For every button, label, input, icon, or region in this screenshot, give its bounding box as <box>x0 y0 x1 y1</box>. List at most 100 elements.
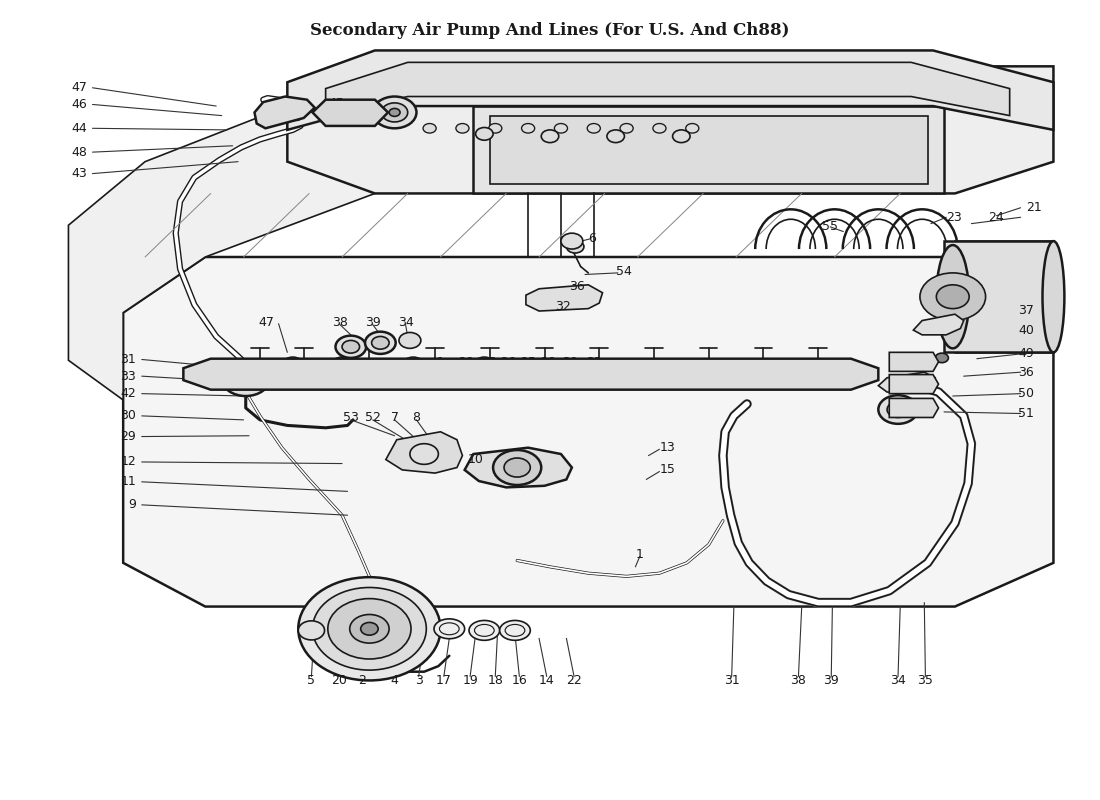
Text: 42: 42 <box>121 387 136 400</box>
Text: 16: 16 <box>512 674 527 687</box>
Circle shape <box>289 111 302 120</box>
Circle shape <box>488 123 502 133</box>
Circle shape <box>331 357 353 373</box>
Text: 6: 6 <box>588 232 596 246</box>
Ellipse shape <box>1043 241 1065 352</box>
Text: 33: 33 <box>586 356 602 369</box>
Circle shape <box>561 233 583 249</box>
Circle shape <box>504 458 530 477</box>
Text: Secondary Air Pump And Lines (For U.S. And Ch88): Secondary Air Pump And Lines (For U.S. A… <box>310 22 790 39</box>
Polygon shape <box>464 448 572 487</box>
Text: 7: 7 <box>390 411 398 424</box>
Text: 39: 39 <box>824 674 839 687</box>
Text: 19: 19 <box>462 674 478 687</box>
Polygon shape <box>68 106 375 400</box>
Text: 47: 47 <box>258 316 274 329</box>
Text: 2: 2 <box>358 674 365 687</box>
Polygon shape <box>386 432 462 473</box>
Circle shape <box>232 369 258 388</box>
Circle shape <box>521 123 535 133</box>
Circle shape <box>373 97 417 128</box>
Text: 3: 3 <box>415 674 422 687</box>
Text: 51: 51 <box>1019 407 1034 420</box>
Text: 52: 52 <box>365 411 381 424</box>
Circle shape <box>587 123 601 133</box>
Circle shape <box>554 123 568 133</box>
Circle shape <box>902 376 920 389</box>
Polygon shape <box>889 398 938 418</box>
Text: 31: 31 <box>724 674 739 687</box>
Text: 34: 34 <box>398 316 414 329</box>
Circle shape <box>276 100 294 113</box>
Text: 17: 17 <box>436 674 452 687</box>
Text: 32: 32 <box>556 300 571 313</box>
Circle shape <box>455 123 469 133</box>
Text: 5: 5 <box>307 674 316 687</box>
Text: 25: 25 <box>520 356 536 369</box>
Circle shape <box>365 332 396 354</box>
Polygon shape <box>184 358 878 390</box>
Circle shape <box>382 103 408 122</box>
Circle shape <box>350 614 389 643</box>
Text: 11: 11 <box>121 475 136 488</box>
Text: 27: 27 <box>480 356 496 369</box>
Circle shape <box>936 285 969 309</box>
Text: 21: 21 <box>1026 202 1042 214</box>
Polygon shape <box>878 372 935 392</box>
Circle shape <box>607 130 625 142</box>
Text: 55: 55 <box>822 220 838 234</box>
Circle shape <box>473 357 495 373</box>
Circle shape <box>399 333 421 348</box>
Text: 1: 1 <box>636 549 644 562</box>
Ellipse shape <box>469 621 499 640</box>
Circle shape <box>920 273 986 321</box>
Circle shape <box>566 240 584 253</box>
Circle shape <box>372 337 389 349</box>
Text: 34: 34 <box>890 674 906 687</box>
Ellipse shape <box>499 621 530 640</box>
Circle shape <box>672 130 690 142</box>
Circle shape <box>222 361 270 396</box>
Polygon shape <box>955 241 1054 352</box>
Polygon shape <box>526 285 603 311</box>
Text: 10: 10 <box>468 453 484 466</box>
Text: 44: 44 <box>72 122 87 134</box>
Polygon shape <box>287 50 1054 130</box>
Text: 50: 50 <box>1019 387 1034 400</box>
Text: 43: 43 <box>72 167 87 180</box>
Text: 24: 24 <box>988 210 1003 224</box>
Polygon shape <box>254 97 315 128</box>
Circle shape <box>410 444 439 464</box>
Text: 54: 54 <box>616 265 631 278</box>
Circle shape <box>298 621 324 640</box>
Circle shape <box>267 111 280 120</box>
Ellipse shape <box>936 245 969 348</box>
Circle shape <box>403 357 425 373</box>
Text: 33: 33 <box>121 370 136 382</box>
Polygon shape <box>913 314 964 335</box>
Circle shape <box>887 402 909 418</box>
Circle shape <box>389 109 400 116</box>
Polygon shape <box>490 115 927 184</box>
Text: 45: 45 <box>329 97 344 110</box>
Text: 18: 18 <box>487 674 503 687</box>
Circle shape <box>342 341 360 353</box>
Circle shape <box>685 123 698 133</box>
Text: 12: 12 <box>121 455 136 469</box>
Circle shape <box>312 587 427 670</box>
Circle shape <box>361 622 378 635</box>
Text: 41: 41 <box>429 356 446 369</box>
Circle shape <box>336 336 366 358</box>
Ellipse shape <box>434 619 464 638</box>
Text: 46: 46 <box>72 98 87 111</box>
Polygon shape <box>287 66 1054 194</box>
Circle shape <box>282 357 304 373</box>
Text: 26: 26 <box>500 356 516 369</box>
Text: 36: 36 <box>1019 366 1034 378</box>
Circle shape <box>273 360 312 389</box>
Text: 15: 15 <box>659 463 675 477</box>
Text: 31: 31 <box>121 353 136 366</box>
Text: 38: 38 <box>332 316 348 329</box>
Text: 37: 37 <box>1019 304 1034 317</box>
Text: 28: 28 <box>540 356 556 369</box>
